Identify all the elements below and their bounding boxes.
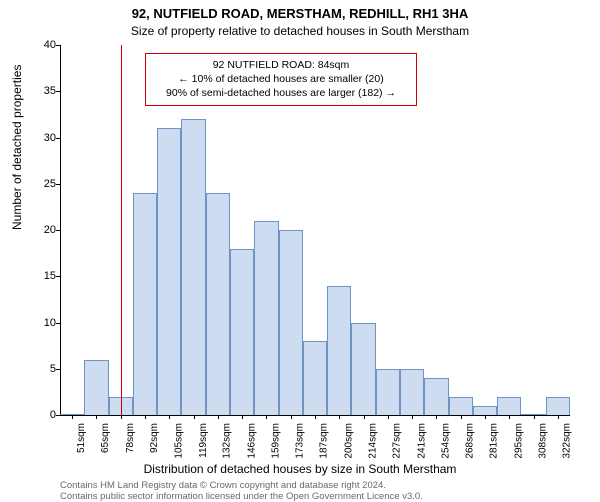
xtick-label: 78sqm — [125, 423, 136, 453]
footer-line-1: Contains HM Land Registry data © Crown c… — [60, 480, 386, 491]
xtick-label: 132sqm — [222, 423, 233, 459]
histogram-bar — [230, 249, 254, 416]
ytick-mark — [56, 276, 60, 277]
xtick-label: 268sqm — [465, 423, 476, 459]
annotation-line: 90% of semi-detached houses are larger (… — [152, 86, 410, 100]
chart-title-main: 92, NUTFIELD ROAD, MERSTHAM, REDHILL, RH… — [0, 6, 600, 21]
histogram-bar — [254, 221, 278, 415]
ytick-label: 5 — [50, 363, 56, 375]
xtick-label: 159sqm — [270, 423, 281, 459]
chart-title-sub: Size of property relative to detached ho… — [0, 24, 600, 38]
ytick-mark — [56, 45, 60, 46]
xtick-label: 65sqm — [100, 423, 111, 453]
xtick-mark — [169, 415, 170, 419]
histogram-bar — [84, 360, 108, 416]
histogram-bar — [279, 230, 303, 415]
annotation-line: ← 10% of detached houses are smaller (20… — [152, 72, 410, 86]
xtick-label: 254sqm — [440, 423, 451, 459]
xtick-mark — [291, 415, 292, 419]
xtick-mark — [218, 415, 219, 419]
ytick-label: 15 — [44, 270, 56, 282]
ytick-label: 25 — [44, 178, 56, 190]
y-axis-label: Number of detached properties — [10, 65, 24, 230]
xtick-mark — [315, 415, 316, 419]
xtick-label: 227sqm — [392, 423, 403, 459]
xtick-mark — [436, 415, 437, 419]
histogram-bar — [133, 193, 157, 415]
xtick-mark — [96, 415, 97, 419]
xtick-label: 241sqm — [416, 423, 427, 459]
xtick-mark — [364, 415, 365, 419]
histogram-bar — [473, 406, 497, 415]
ytick-mark — [56, 138, 60, 139]
xtick-mark — [388, 415, 389, 419]
footer-line-2: Contains public sector information licen… — [60, 491, 423, 502]
xtick-mark — [242, 415, 243, 419]
xtick-label: 105sqm — [173, 423, 184, 459]
ytick-mark — [56, 415, 60, 416]
xtick-label: 200sqm — [343, 423, 354, 459]
xtick-mark — [194, 415, 195, 419]
xtick-mark — [121, 415, 122, 419]
xtick-mark — [509, 415, 510, 419]
xtick-mark — [339, 415, 340, 419]
ytick-label: 20 — [44, 224, 56, 236]
ytick-mark — [56, 230, 60, 231]
xtick-mark — [72, 415, 73, 419]
annotation-box: 92 NUTFIELD ROAD: 84sqm← 10% of detached… — [145, 53, 417, 106]
histogram-bar — [497, 397, 521, 416]
xtick-mark — [145, 415, 146, 419]
histogram-bar — [351, 323, 375, 416]
xtick-label: 119sqm — [198, 423, 209, 458]
histogram-bar — [206, 193, 230, 415]
xtick-label: 281sqm — [489, 423, 500, 459]
ytick-mark — [56, 369, 60, 370]
xtick-label: 322sqm — [562, 423, 573, 459]
xtick-label: 187sqm — [319, 423, 330, 459]
ytick-mark — [56, 184, 60, 185]
x-axis-label: Distribution of detached houses by size … — [0, 462, 600, 476]
xtick-label: 214sqm — [368, 423, 379, 459]
xtick-label: 146sqm — [246, 423, 257, 459]
ytick-label: 30 — [44, 132, 56, 144]
xtick-mark — [266, 415, 267, 419]
histogram-bar — [327, 286, 351, 416]
xtick-mark — [485, 415, 486, 419]
histogram-bar — [400, 369, 424, 415]
histogram-bar — [546, 397, 570, 416]
xtick-mark — [558, 415, 559, 419]
reference-line — [121, 45, 122, 415]
ytick-mark — [56, 323, 60, 324]
histogram-bar — [424, 378, 448, 415]
ytick-label: 40 — [44, 39, 56, 51]
ytick-label: 10 — [44, 317, 56, 329]
ytick-mark — [56, 91, 60, 92]
ytick-label: 35 — [44, 85, 56, 97]
xtick-label: 295sqm — [513, 423, 524, 459]
xtick-mark — [412, 415, 413, 419]
xtick-label: 92sqm — [149, 423, 160, 453]
histogram-bar — [449, 397, 473, 416]
ytick-label: 0 — [50, 409, 56, 421]
xtick-label: 173sqm — [295, 423, 306, 459]
plot-area: 92 NUTFIELD ROAD: 84sqm← 10% of detached… — [60, 45, 570, 415]
chart-container: 92, NUTFIELD ROAD, MERSTHAM, REDHILL, RH… — [0, 0, 600, 500]
histogram-bar — [181, 119, 205, 415]
xtick-label: 51sqm — [76, 423, 87, 453]
xtick-label: 308sqm — [538, 423, 549, 459]
histogram-bar — [376, 369, 400, 415]
annotation-line: 92 NUTFIELD ROAD: 84sqm — [152, 58, 410, 72]
histogram-bar — [303, 341, 327, 415]
xtick-mark — [534, 415, 535, 419]
histogram-bar — [157, 128, 181, 415]
xtick-mark — [461, 415, 462, 419]
